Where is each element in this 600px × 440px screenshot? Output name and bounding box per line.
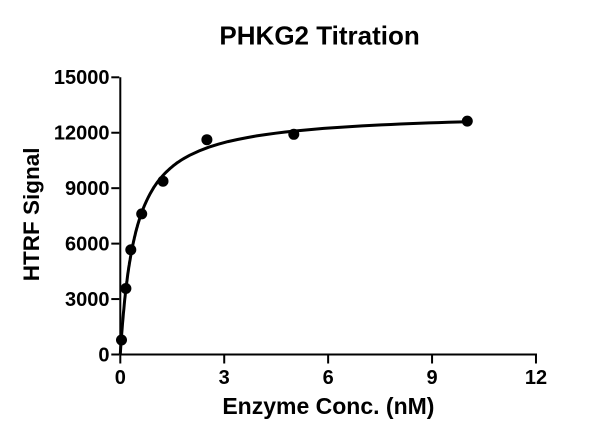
svg-text:6000: 6000 — [65, 234, 110, 256]
svg-text:12000: 12000 — [54, 123, 110, 145]
svg-text:12: 12 — [525, 367, 547, 389]
svg-text:6: 6 — [323, 367, 334, 389]
svg-text:0: 0 — [115, 367, 126, 389]
svg-text:3: 3 — [219, 367, 230, 389]
svg-text:PHKG2 Titration: PHKG2 Titration — [219, 20, 419, 50]
svg-text:9000: 9000 — [65, 178, 110, 200]
svg-text:HTRF Signal: HTRF Signal — [19, 148, 44, 282]
svg-text:Enzyme Conc. (nM): Enzyme Conc. (nM) — [222, 393, 434, 419]
svg-text:9: 9 — [426, 367, 437, 389]
svg-text:0: 0 — [98, 344, 109, 366]
svg-text:3000: 3000 — [65, 289, 110, 311]
svg-text:15000: 15000 — [54, 67, 110, 89]
